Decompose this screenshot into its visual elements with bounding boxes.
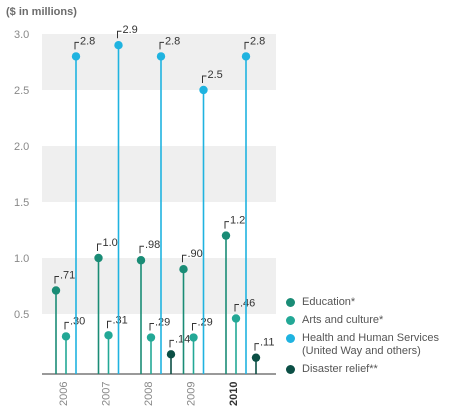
label-leader <box>192 323 197 331</box>
label-leader <box>149 323 154 331</box>
data-label-education: .98 <box>139 239 160 254</box>
data-label-disaster: .11 <box>254 337 274 351</box>
point-health <box>114 41 123 50</box>
data-label-text: .29 <box>198 317 213 329</box>
data-label-text: .46 <box>240 297 255 309</box>
data-label-text: 1.0 <box>103 237 118 249</box>
point-education <box>94 253 103 263</box>
x-tick-label: 2008 <box>143 382 155 406</box>
y-tick-label: 2.5 <box>14 85 29 97</box>
point-arts <box>231 314 241 323</box>
legend-item-arts: Arts and culture* <box>286 314 439 327</box>
grid-band <box>42 34 276 90</box>
label-leader <box>224 221 229 229</box>
data-label-text: 2.5 <box>208 69 223 81</box>
legend-label-disaster: Disaster relief** <box>302 363 378 375</box>
legend-swatch-health <box>286 334 295 343</box>
point-education <box>221 231 231 240</box>
data-label-health: 2.8 <box>244 35 265 50</box>
data-label-education: .71 <box>54 269 75 284</box>
legend-swatch-arts <box>286 316 295 325</box>
label-leader <box>117 30 122 39</box>
legend-item-health: Health and Human Services (United Way an… <box>286 332 439 358</box>
y-tick-label: 1.5 <box>14 197 29 209</box>
label-leader <box>74 41 79 50</box>
legend: Education* Arts and culture* Health and … <box>286 296 439 381</box>
data-label-text: .29 <box>155 317 170 329</box>
data-label-text: .31 <box>113 314 128 326</box>
point-health <box>156 52 166 61</box>
point-education <box>179 265 188 274</box>
label-leader <box>182 254 187 263</box>
data-label-arts: .29 <box>192 317 213 331</box>
data-label-text: .90 <box>188 248 203 260</box>
label-leader <box>107 320 112 329</box>
data-label-arts: .29 <box>149 317 170 331</box>
data-label-arts: .30 <box>64 315 85 330</box>
data-label-education: .90 <box>182 248 203 263</box>
data-label-text: 2.9 <box>123 24 138 36</box>
data-label-health: 2.5 <box>202 69 223 83</box>
legend-label-health: Health and Human Services <box>302 332 439 344</box>
y-tick-label: 0.5 <box>14 309 29 321</box>
label-leader <box>54 275 59 284</box>
legend-label-education: Education* <box>302 296 356 308</box>
point-health <box>71 52 81 61</box>
legend-swatch-education <box>286 298 295 307</box>
data-label-text: .98 <box>145 239 160 251</box>
data-label-arts: .31 <box>107 314 128 329</box>
data-label-text: .14 <box>175 333 190 345</box>
data-label-health: 2.9 <box>117 24 138 39</box>
y-tick-label: 2.0 <box>14 141 29 153</box>
label-leader <box>97 243 102 251</box>
label-leader <box>159 41 164 50</box>
y-tick-label: 3.0 <box>14 29 29 41</box>
data-label-education: 1.2 <box>224 215 245 229</box>
data-label-disaster: .14 <box>169 333 190 348</box>
point-health <box>241 52 251 61</box>
data-label-text: .11 <box>260 337 274 349</box>
x-tick-label: 2007 <box>101 382 113 406</box>
label-leader <box>139 245 144 254</box>
point-disaster <box>166 350 176 359</box>
data-label-text: .30 <box>70 315 85 327</box>
grid-band <box>42 146 276 202</box>
label-leader <box>202 75 207 83</box>
data-label-text: 2.8 <box>250 35 265 47</box>
label-leader <box>234 303 239 312</box>
legend-item-education: Education* <box>286 296 439 309</box>
data-label-education: 1.0 <box>97 237 118 251</box>
unit-label: ($ in millions) <box>6 6 77 18</box>
data-label-text: .71 <box>60 269 75 281</box>
legend-swatch-disaster <box>286 365 295 374</box>
x-tick-label: 2006 <box>58 382 70 406</box>
point-arts <box>104 331 113 340</box>
data-label-health: 2.8 <box>159 35 180 50</box>
data-label-health: 2.8 <box>74 35 95 50</box>
data-label-arts: .46 <box>234 297 255 312</box>
legend-label-health-line2: (United Way and others) <box>302 345 421 357</box>
point-education <box>136 256 146 265</box>
data-label-text: 2.8 <box>165 35 180 47</box>
y-tick-label: 1.0 <box>14 253 29 265</box>
point-arts <box>189 333 198 342</box>
x-tick-label: 2010 <box>228 382 240 406</box>
point-education <box>51 286 61 295</box>
label-leader <box>254 343 259 351</box>
point-arts <box>61 332 71 341</box>
label-leader <box>169 339 174 348</box>
point-health <box>199 85 208 95</box>
data-label-text: 1.2 <box>230 215 245 227</box>
label-leader <box>64 321 69 330</box>
legend-item-disaster: Disaster relief** <box>286 363 439 376</box>
point-disaster <box>251 353 261 362</box>
x-tick-label: 2009 <box>186 382 198 406</box>
point-arts <box>146 333 156 342</box>
data-label-text: 2.8 <box>80 35 95 47</box>
legend-label-arts: Arts and culture* <box>302 314 384 326</box>
label-leader <box>244 41 249 50</box>
